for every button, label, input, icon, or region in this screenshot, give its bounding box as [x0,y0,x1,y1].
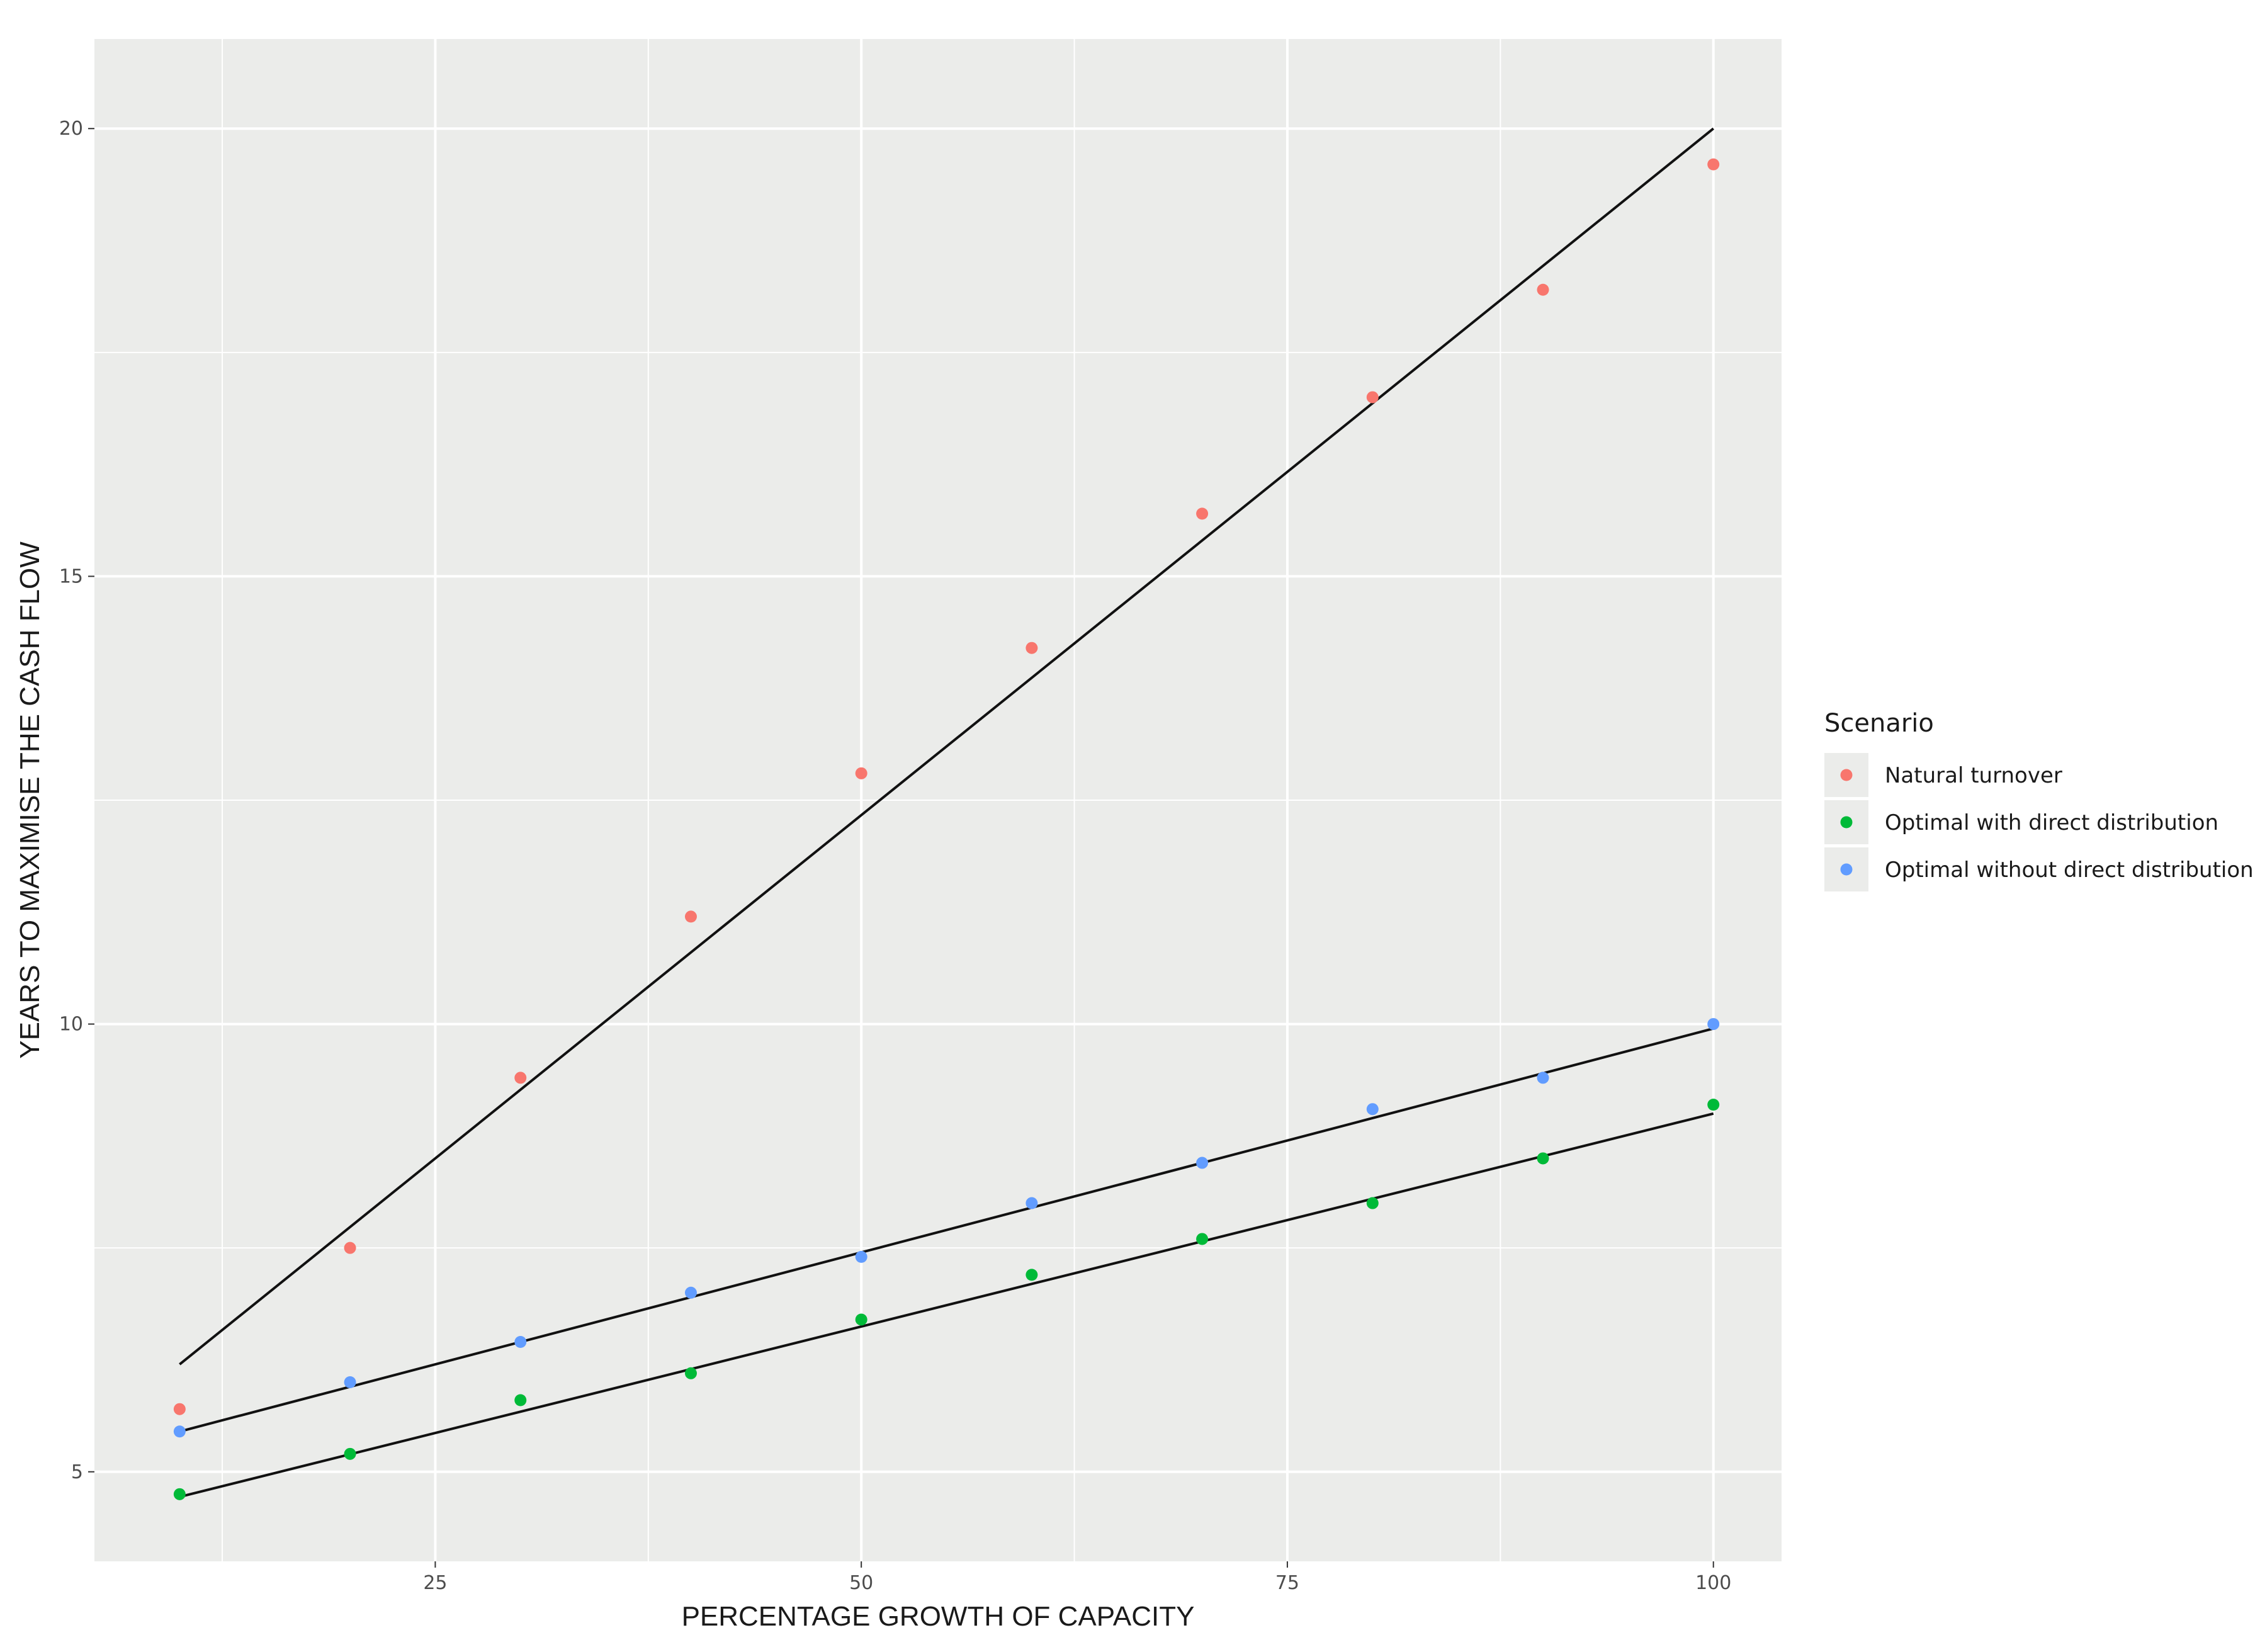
data-point [1366,391,1379,404]
legend-marker [1840,816,1853,829]
y-tick-label: 15 [59,565,83,587]
fit-lines [179,127,1714,1498]
legend-label: Natural turnover [1885,763,2062,788]
x-tick-label: 50 [849,1572,873,1594]
y-tick-label: 5 [71,1461,83,1483]
legend-title: Scenario [1824,709,1934,738]
grid-minor [94,39,1782,1561]
data-point [173,1403,186,1415]
data-point [684,910,697,923]
fit-line [179,127,1714,1366]
x-tick-label: 100 [1695,1572,1731,1594]
data-point [1025,1197,1038,1209]
y-tick-label: 20 [59,118,83,140]
legend-label: Optimal with direct distribution [1885,810,2218,835]
data-point [1707,1099,1720,1111]
data-point [684,1367,697,1379]
data-point [344,1376,356,1389]
data-point [1537,1152,1549,1165]
data-point [1707,158,1720,171]
data-point [173,1425,186,1438]
data-point [1537,1072,1549,1084]
data-point [344,1447,356,1460]
x-tick-label: 75 [1275,1572,1299,1594]
fit-line [179,1112,1714,1498]
data-point [1025,642,1038,654]
data-point [1537,283,1549,296]
y-tick-label: 10 [59,1014,83,1036]
x-tick-label: 25 [423,1572,447,1594]
x-axis-title: PERCENTAGE GROWTH OF CAPACITY [682,1601,1195,1632]
data-point [173,1488,186,1500]
grid-major [94,39,1782,1561]
data-point [514,1394,527,1406]
data-points [173,158,1720,1500]
fit-line [179,1027,1714,1433]
legend: Scenario Natural turnover Optimal with di… [1824,709,2254,891]
legend-marker [1840,863,1853,876]
data-point [1707,1018,1720,1031]
data-point [855,767,867,779]
data-point [514,1072,527,1084]
y-axis: 5 10 15 20 [59,118,94,1483]
data-point [1366,1103,1379,1116]
legend-marker [1840,769,1853,781]
y-axis-title: YEARS TO MAXIMISE THE CASH FLOW [14,541,45,1059]
data-point [1025,1269,1038,1281]
data-point [1196,507,1209,520]
data-point [1196,1157,1209,1169]
data-point [514,1336,527,1349]
x-axis: 25 50 75 100 [423,1561,1731,1594]
legend-label: Optimal without direct distribution [1885,857,2254,883]
data-point [684,1286,697,1299]
data-point [855,1250,867,1263]
data-point [855,1313,867,1326]
data-point [1366,1197,1379,1209]
data-point [344,1242,356,1254]
data-point [1196,1233,1209,1245]
